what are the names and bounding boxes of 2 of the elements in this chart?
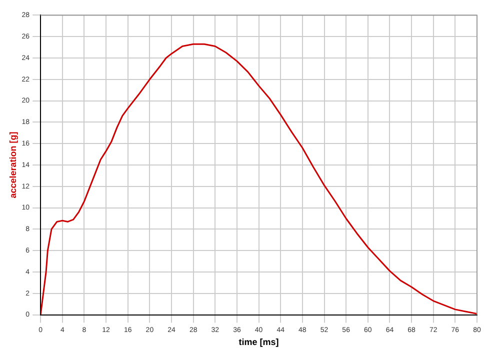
y-axis-title: acceleration [g] (8, 132, 18, 198)
x-axis-title: time [ms] (238, 337, 279, 348)
